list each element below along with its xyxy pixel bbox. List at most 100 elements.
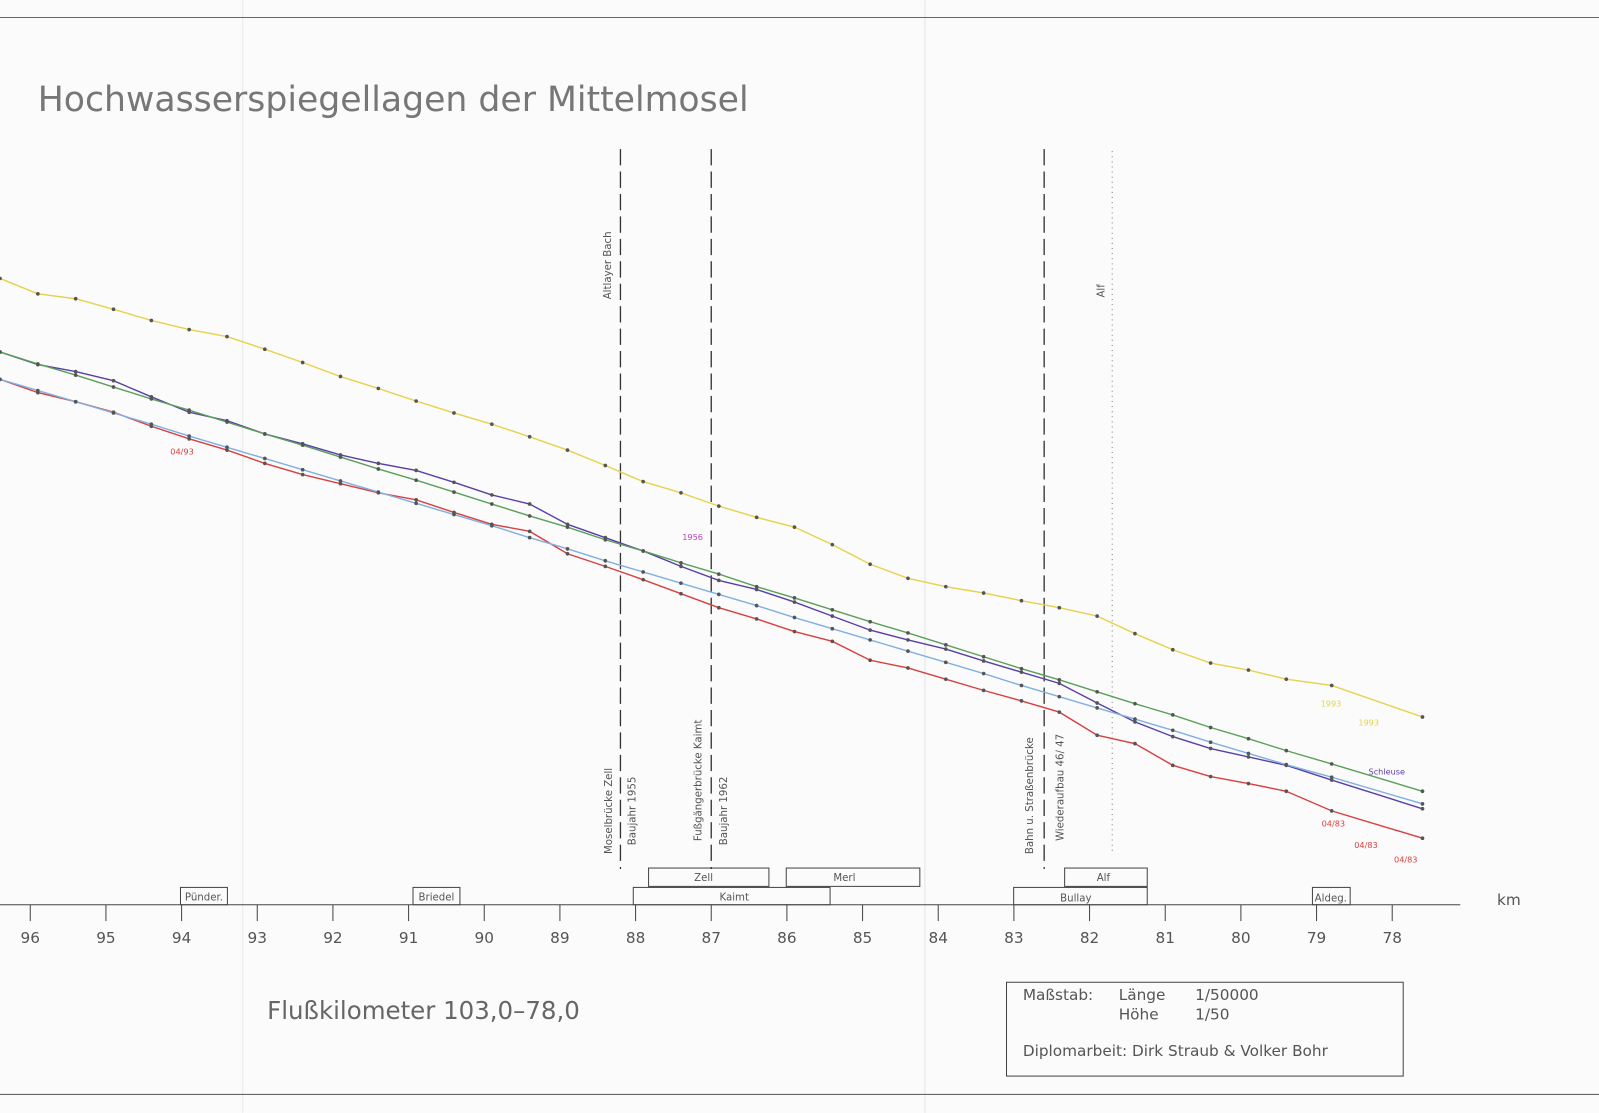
data-point (225, 445, 229, 450)
data-point (1019, 666, 1024, 671)
data-point (754, 587, 759, 592)
data-point (187, 327, 191, 332)
data-point (452, 480, 456, 485)
x-tick-label: 95 (96, 929, 115, 947)
data-point (149, 397, 154, 401)
place-label: Pünder. (185, 893, 223, 904)
data-point (338, 374, 343, 379)
data-point (792, 629, 797, 634)
data-point (111, 378, 116, 383)
data-point (1329, 775, 1334, 780)
line-label: Baujahr 1962 (719, 777, 730, 846)
data-point (565, 522, 570, 527)
place-label: Bullay (1060, 894, 1091, 905)
data-point (1170, 763, 1175, 768)
x-tick-label: 83 (1004, 929, 1023, 947)
data-point (338, 479, 343, 483)
data-point (111, 307, 116, 312)
data-point (1208, 746, 1213, 751)
data-point (603, 537, 608, 542)
scale-value: 1/50000 (1195, 986, 1258, 1004)
annotation: 04/93 (170, 446, 193, 456)
data-point (565, 525, 570, 529)
data-point (716, 504, 721, 508)
data-point (565, 448, 570, 452)
data-point (1019, 670, 1024, 674)
data-point (1133, 701, 1137, 706)
data-point (35, 362, 40, 366)
data-point (906, 576, 910, 581)
data-point (1284, 789, 1289, 794)
data-point (1019, 683, 1024, 688)
data-point (376, 386, 381, 391)
data-point (641, 570, 645, 574)
data-point (830, 639, 835, 644)
data-point (1420, 789, 1425, 794)
data-point (981, 654, 986, 659)
data-point (1208, 725, 1213, 730)
data-point (225, 448, 229, 452)
data-point (943, 643, 948, 647)
data-point (679, 490, 683, 495)
data-point (1057, 694, 1062, 699)
x-tick-label: 89 (550, 929, 569, 947)
data-point (1057, 678, 1062, 682)
data-point (376, 490, 381, 494)
data-point (679, 564, 683, 569)
data-point (906, 638, 910, 642)
data-point (489, 422, 494, 426)
data-point (338, 455, 343, 459)
data-point (1133, 631, 1137, 636)
data-point (111, 385, 116, 389)
x-tick-label: 84 (929, 929, 948, 947)
place-box (785, 867, 921, 887)
x-tick-label: 96 (21, 929, 40, 947)
data-point (1095, 701, 1099, 705)
data-point (716, 572, 721, 576)
scale-label: Höhe (1119, 1005, 1159, 1023)
data-point (1329, 778, 1334, 782)
place-label: Alf (1097, 873, 1111, 884)
data-point (338, 481, 343, 486)
scale-value: 1/50 (1195, 1005, 1229, 1023)
data-point (527, 514, 532, 518)
scale-box (1006, 981, 1404, 1077)
data-point (527, 502, 532, 506)
data-point (1420, 836, 1425, 841)
data-point (1246, 668, 1251, 672)
data-point (1057, 710, 1062, 714)
data-point (187, 434, 191, 438)
data-point (1095, 733, 1099, 738)
annotation: 1993 (1358, 718, 1379, 728)
data-point (0, 276, 2, 281)
data-point (527, 529, 532, 534)
data-point (792, 615, 797, 620)
data-point (603, 463, 608, 468)
data-point (830, 607, 835, 612)
data-point (565, 547, 570, 551)
data-point (981, 688, 986, 693)
data-point (262, 347, 267, 352)
data-point (225, 420, 229, 424)
data-point (906, 631, 910, 635)
data-point (868, 619, 872, 624)
data-point (906, 649, 910, 653)
data-point (414, 497, 418, 502)
data-point (73, 399, 78, 404)
x-tick-label: 93 (248, 929, 267, 947)
data-point (376, 461, 381, 466)
place-label: Kaimt (719, 893, 749, 904)
x-tick-label: 86 (777, 929, 796, 947)
data-point (868, 562, 872, 567)
data-point (868, 628, 872, 632)
data-point (187, 437, 191, 441)
data-point (830, 614, 835, 618)
data-point (414, 478, 418, 483)
x-tick-label: 85 (853, 929, 872, 947)
data-point (527, 434, 532, 439)
data-point (716, 592, 721, 597)
data-point (1329, 683, 1334, 688)
data-point (943, 584, 948, 589)
data-point (1095, 689, 1099, 694)
data-point (149, 422, 154, 426)
